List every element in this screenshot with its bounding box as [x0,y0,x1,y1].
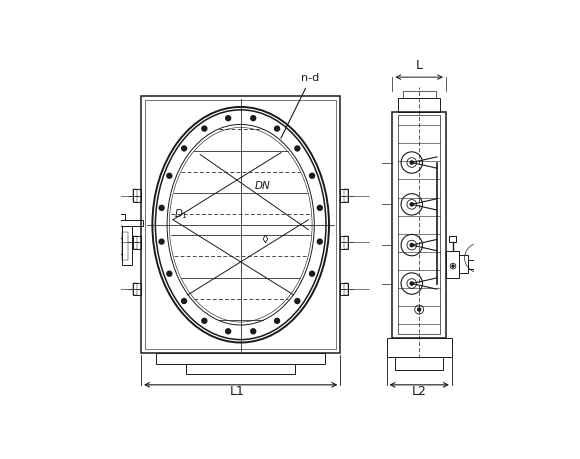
Circle shape [274,126,280,131]
Circle shape [274,319,280,323]
Bar [340,236,348,249]
Bar [133,282,137,295]
Circle shape [410,282,414,285]
Circle shape [226,329,231,334]
Circle shape [182,146,187,151]
Bar [398,115,440,335]
Circle shape [251,329,256,334]
Bar [396,357,443,369]
Circle shape [452,265,454,267]
Bar [156,353,325,364]
Circle shape [159,239,164,244]
Circle shape [159,205,164,210]
Bar [133,236,137,249]
Circle shape [410,243,414,246]
Circle shape [310,271,314,276]
Circle shape [310,174,314,178]
Circle shape [295,146,300,151]
Circle shape [317,205,322,210]
Bar [340,282,348,295]
Bar [145,100,336,349]
Circle shape [418,308,420,311]
Bar [340,189,348,202]
Circle shape [295,298,300,303]
Bar [398,98,440,112]
Bar [446,251,459,278]
Circle shape [202,319,207,323]
Circle shape [317,239,322,244]
Bar [122,226,132,265]
Text: DN: DN [255,181,271,191]
Circle shape [410,203,414,206]
Text: L2: L2 [412,386,427,398]
Circle shape [202,126,207,131]
Circle shape [167,271,172,276]
Bar [386,338,452,357]
Bar [76,220,143,226]
Bar [84,214,125,220]
Bar [133,189,141,202]
Circle shape [167,174,172,178]
Bar [186,364,295,374]
Bar [133,189,137,202]
Circle shape [226,116,231,121]
Bar [393,112,446,338]
Bar [450,236,456,242]
Circle shape [251,116,256,121]
Bar [344,282,348,295]
Circle shape [410,161,414,164]
Text: L: L [416,59,423,73]
Bar [133,236,141,249]
Circle shape [182,298,187,303]
Bar [459,256,468,273]
Bar [403,91,436,98]
Bar [114,238,122,254]
Bar [344,236,348,249]
Text: L1: L1 [230,386,245,398]
Text: n-d: n-d [281,73,320,138]
Bar [141,96,340,353]
Bar [133,282,141,295]
Bar [122,232,128,260]
Bar [468,260,478,269]
Bar [344,189,348,202]
Text: $D_1$: $D_1$ [173,207,187,221]
